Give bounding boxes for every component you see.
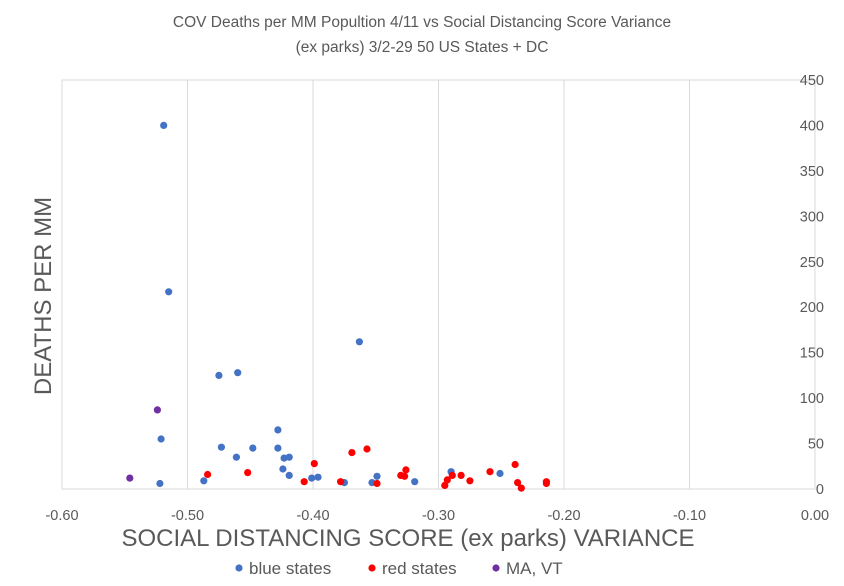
point-red-states — [443, 476, 451, 484]
y-axis-label: DEATHS PER MM — [30, 197, 57, 395]
chart-title-line-2: (ex parks) 3/2-29 50 US States + DC — [296, 39, 549, 56]
point-blue-states — [308, 474, 316, 482]
point-blue-states — [217, 443, 225, 451]
point-blue-states — [274, 444, 282, 452]
point-red-states — [337, 478, 345, 486]
point-red-states — [363, 445, 371, 453]
y-axis-ticks: 0 50 100 150 200 250 300 350 400 450 — [800, 73, 824, 498]
legend-label-blue-states: blue states — [249, 559, 331, 578]
point-blue-states — [200, 477, 208, 485]
y-tick-label: 400 — [800, 118, 824, 134]
point-red-states — [511, 460, 519, 469]
point-blue-states — [355, 338, 363, 346]
point-red-states — [486, 468, 494, 476]
x-tick-label: -0.30 — [422, 508, 455, 524]
point-red-states — [244, 469, 252, 477]
point-blue-states — [234, 369, 242, 377]
point-red-states — [204, 470, 212, 479]
legend-label-red-states: red states — [382, 559, 457, 578]
gridlines — [187, 80, 690, 489]
y-tick-label: 150 — [800, 346, 824, 362]
legend-marker-blue-states — [235, 564, 243, 572]
point-blue-states — [280, 454, 288, 462]
y-tick-label: 450 — [800, 73, 824, 89]
x-axis-label: SOCIAL DISTANCING SCORE (ex parks) VARIA… — [122, 525, 695, 552]
x-tick-label: -0.50 — [171, 508, 204, 524]
point-blue-states — [215, 371, 223, 379]
y-tick-label: 250 — [800, 255, 824, 271]
point-red-states — [348, 449, 356, 457]
point-red-states — [401, 472, 409, 480]
point-red-states — [457, 471, 465, 479]
point-blue-states — [279, 465, 287, 473]
point-ma-vt — [126, 474, 134, 482]
data-points — [126, 121, 551, 492]
point-red-states — [514, 479, 522, 487]
x-tick-label: -0.40 — [296, 508, 329, 524]
point-blue-states — [249, 444, 257, 452]
legend-marker-ma-vt — [492, 564, 500, 572]
point-blue-states — [232, 453, 240, 461]
y-tick-label: 100 — [800, 391, 824, 407]
point-blue-states — [373, 472, 381, 480]
legend-marker-red-states — [368, 564, 376, 572]
y-tick-label: 50 — [808, 437, 824, 453]
y-tick-label: 300 — [800, 209, 824, 225]
point-red-states — [441, 481, 449, 489]
point-blue-states — [165, 288, 173, 296]
point-red-states — [402, 466, 410, 474]
legend-label-ma-vt: MA, VT — [506, 559, 563, 578]
point-red-states — [517, 484, 525, 492]
x-tick-label: -0.20 — [547, 508, 580, 524]
point-blue-states — [157, 435, 165, 443]
chart-title-line-1: COV Deaths per MM Popultion 4/11 vs Soci… — [173, 14, 671, 31]
point-red-states — [310, 460, 318, 468]
x-tick-label: -0.60 — [45, 508, 78, 524]
x-tick-label: -0.10 — [673, 508, 706, 524]
x-tick-label: 0.00 — [801, 508, 829, 524]
point-red-states — [542, 479, 551, 488]
point-red-states — [448, 471, 456, 479]
point-blue-states — [156, 479, 164, 488]
point-blue-states — [274, 426, 282, 434]
point-blue-states — [285, 471, 293, 479]
point-blue-states — [411, 478, 419, 486]
y-tick-label: 350 — [800, 164, 824, 180]
x-axis-ticks: -0.60 -0.50 -0.40 -0.30 -0.20 -0.10 0.00 — [45, 508, 829, 524]
y-tick-label: 200 — [800, 300, 824, 316]
legend: blue states red states MA, VT — [235, 559, 563, 578]
point-ma-vt — [153, 406, 161, 414]
point-blue-states — [314, 473, 322, 481]
y-tick-label: 0 — [816, 482, 824, 498]
point-red-states — [300, 478, 308, 486]
point-red-states — [373, 479, 381, 488]
point-red-states — [466, 477, 474, 485]
point-blue-states — [160, 121, 168, 129]
point-blue-states — [496, 469, 504, 478]
